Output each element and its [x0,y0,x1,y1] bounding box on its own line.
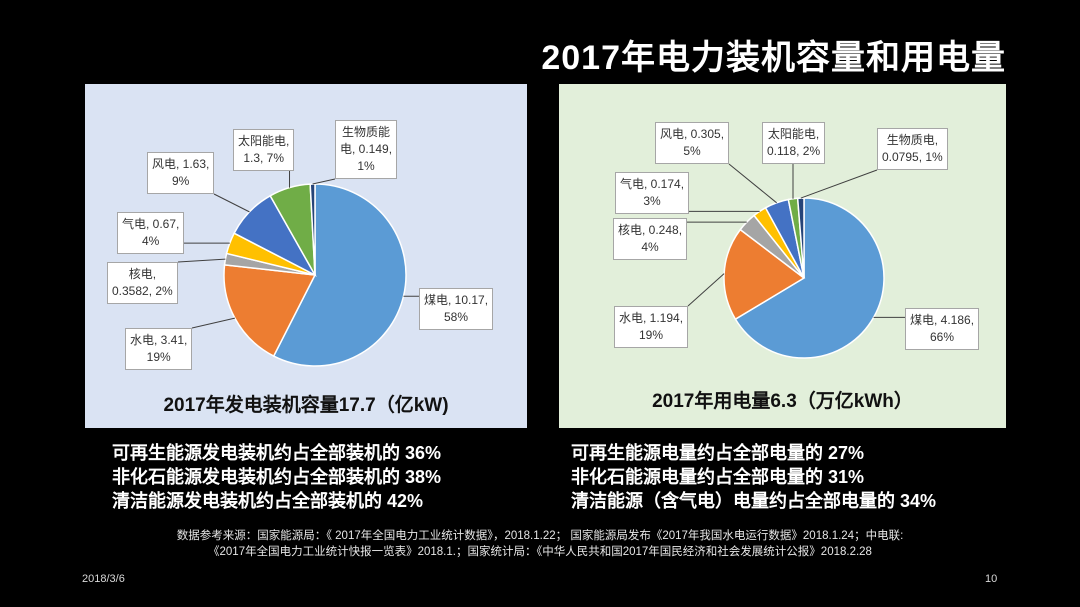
label-line: 5% [683,144,701,158]
consumption-chart-panel: 煤电, 4.186, 66% 水电, 1.194, 19% 核电, 0.248, 4% 气电… [559,84,1006,428]
label-line: 19% [146,350,171,364]
consumption-pie-chart [687,163,905,359]
stat-line: 非化石能源电量约占全部电量的 31% [571,467,865,487]
label-line: 气电, 0.174, [620,177,685,191]
label-line: 水电, 3.41, [130,333,188,347]
label-line: 核电, 0.248, [618,223,683,237]
slice-data-label: 太阳能电, 0.118, 2% [762,122,826,164]
label-line: 0.118, 2% [767,144,821,158]
label-line: 气电, 0.67, [122,217,180,231]
capacity-chart-panel: 煤电, 10.17, 58% 水电, 3.41, 19% 核电, 0.3582, 2% 气电… [85,84,527,428]
label-line: 3% [643,194,661,208]
slide-date: 2018/3/6 [82,573,125,585]
label-line: 生物质电, [886,133,939,147]
leader-line [191,317,235,329]
stat-line: 非化石能源发电装机约占全部装机的 38% [112,467,442,487]
slice-data-label: 气电, 0.174, 3% [615,172,690,214]
capacity-pie-chart [177,171,419,367]
stat-line: 可再生能源电量约占全部电量的 27% [571,443,865,463]
leader-line [728,163,777,204]
leader-line [312,178,336,185]
label-line: 水电, 1.194, [619,311,684,325]
leader-line [213,193,250,213]
capacity-chart-title: 2017年发电装机容量17.7（亿kW) [163,395,449,416]
slice-data-label: 风电, 1.63, 9% [147,152,215,194]
label-line: 4% [142,234,160,248]
label-line: 66% [930,330,955,344]
label-line: 58% [444,310,469,324]
label-line: 太阳能电, [767,127,820,141]
stat-line: 清洁能源发电装机约占全部装机的 42% [112,491,424,511]
slice-data-label: 水电, 1.194, 19% [614,306,689,348]
label-line: 19% [639,328,664,342]
label-line: 1.3, 7% [243,151,285,165]
stat-line: 清洁能源（含气电）电量约占全部电量的 34% [571,491,937,511]
label-line: 0.0795, 1% [882,150,943,164]
data-sources: 数据参考来源：国家能源局：《 2017年全国电力工业统计数据》，2018.1.2… [0,528,1080,560]
pie-slice-2 [723,228,806,321]
label-line: 9% [172,174,190,188]
source-line: 数据参考来源：国家能源局：《 2017年全国电力工业统计数据》，2018.1.2… [176,530,904,542]
capacity-stats: 可再生能源发电装机约占全部装机的 36% 非化石能源发电装机约占全部装机的 38… [112,441,441,513]
slice-data-label: 生物质电, 0.0795, 1% [877,128,948,170]
label-line: 煤电, 10.17, [424,293,489,307]
label-line: 4% [641,240,659,254]
source-line: 《2017年全国电力工业统计快报一览表》2018.1.；国家统计局：《中华人民共… [208,546,872,558]
label-line: 生物质能 [342,125,391,139]
label-line: 0.3582, 2% [112,284,173,298]
label-line: 1% [357,159,375,173]
leader-line [687,273,725,307]
pie-slice-1 [272,183,407,367]
slice-data-label: 太阳能电, 1.3, 7% [233,129,295,171]
consumption-chart-title: 2017年用电量6.3（万亿kWh） [652,391,913,412]
slice-data-label: 气电, 0.67, 4% [117,212,185,254]
slice-data-label: 生物质能电, 0.149, 1% [335,120,398,179]
slice-data-label: 核电, 0.3582, 2% [107,262,178,304]
label-line: 电, 0.149, [340,142,393,156]
slide-title: 2017年电力装机容量和用电量 [541,39,1006,77]
pie-slice-2 [223,264,317,358]
consumption-stats: 可再生能源电量约占全部电量的 27% 非化石能源电量约占全部电量的 31% 清洁… [571,441,936,513]
stat-line: 可再生能源发电装机约占全部装机的 36% [112,443,442,463]
label-line: 煤电, 4.186, [910,313,975,327]
pie-slice-7 [796,197,805,279]
leader-line [177,258,226,263]
pie-slice-1 [734,197,885,359]
leader-line [800,169,878,199]
slice-data-label: 核电, 0.248, 4% [613,218,688,260]
slice-data-label: 风电, 0.305, 5% [655,122,730,164]
label-line: 核电, [128,267,157,281]
label-line: 风电, 0.305, [660,127,725,141]
slice-data-label: 水电, 3.41, 19% [125,328,193,370]
label-line: 太阳能电, [238,134,290,148]
page-number: 10 [985,573,998,585]
slice-data-label: 煤电, 4.186, 66% [905,308,980,350]
slice-data-label: 煤电, 10.17, 58% [419,288,494,330]
label-line: 风电, 1.63, [152,157,210,171]
